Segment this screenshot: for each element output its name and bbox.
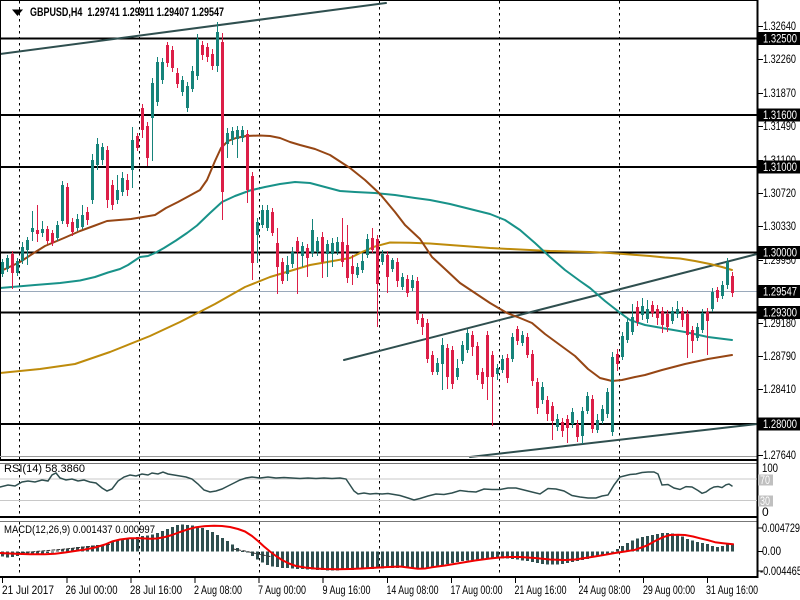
svg-text:1.29547: 1.29547 [763,285,797,299]
svg-text:0.00: 0.00 [762,544,781,558]
svg-text:1.32640: 1.32640 [763,19,796,33]
svg-text:1.28000: 1.28000 [763,417,797,431]
svg-text:1.31490: 1.31490 [763,119,796,133]
svg-text:RSI(14) 58.3860: RSI(14) 58.3860 [4,463,85,475]
svg-text:30: 30 [760,494,770,508]
svg-text:1.29180: 1.29180 [763,316,796,330]
svg-text:28 Jul 16:00: 28 Jul 16:00 [130,583,182,597]
svg-text:-0.004465: -0.004465 [760,564,800,578]
svg-text:0.004729: 0.004729 [762,521,800,535]
svg-text:GBPUSD,H4 1.29741 1.29911 1.2: GBPUSD,H4 1.29741 1.29911 1.29407 1.2954… [30,5,224,19]
svg-text:MACD(12,26,9) 0.001437 0.00099: MACD(12,26,9) 0.001437 0.000997 [4,524,155,536]
svg-text:17 Aug 00:00: 17 Aug 00:00 [451,583,503,597]
svg-text:24 Aug 08:00: 24 Aug 08:00 [579,583,631,597]
svg-text:1.31600: 1.31600 [763,108,797,122]
svg-text:100: 100 [762,461,778,475]
svg-text:1.30000: 1.30000 [763,246,797,260]
svg-text:14 Aug 08:00: 14 Aug 08:00 [387,583,439,597]
svg-text:0: 0 [762,505,769,519]
svg-text:1.31000: 1.31000 [763,160,797,174]
svg-text:1.31870: 1.31870 [763,86,796,100]
svg-text:21 Jul 2017: 21 Jul 2017 [2,583,54,597]
svg-text:1.28410: 1.28410 [763,382,796,396]
svg-text:70: 70 [760,473,770,487]
svg-text:31 Aug 16:00: 31 Aug 16:00 [706,583,758,597]
svg-text:9 Aug 16:00: 9 Aug 16:00 [323,583,371,597]
svg-text:26 Jul 00:00: 26 Jul 00:00 [66,583,118,597]
svg-text:1.32260: 1.32260 [763,52,796,66]
svg-text:1.27640: 1.27640 [763,448,796,462]
svg-text:1.32500: 1.32500 [763,32,797,46]
svg-text:29 Aug 00:00: 29 Aug 00:00 [643,583,695,597]
svg-text:1.29300: 1.29300 [763,306,797,320]
svg-text:21 Aug 16:00: 21 Aug 16:00 [515,583,567,597]
svg-text:1.30720: 1.30720 [763,186,796,200]
svg-text:2 Aug 08:00: 2 Aug 08:00 [194,583,242,597]
svg-text:7 Aug 00:00: 7 Aug 00:00 [258,583,306,597]
svg-text:1.28790: 1.28790 [763,349,796,363]
svg-text:1.30330: 1.30330 [763,219,796,233]
